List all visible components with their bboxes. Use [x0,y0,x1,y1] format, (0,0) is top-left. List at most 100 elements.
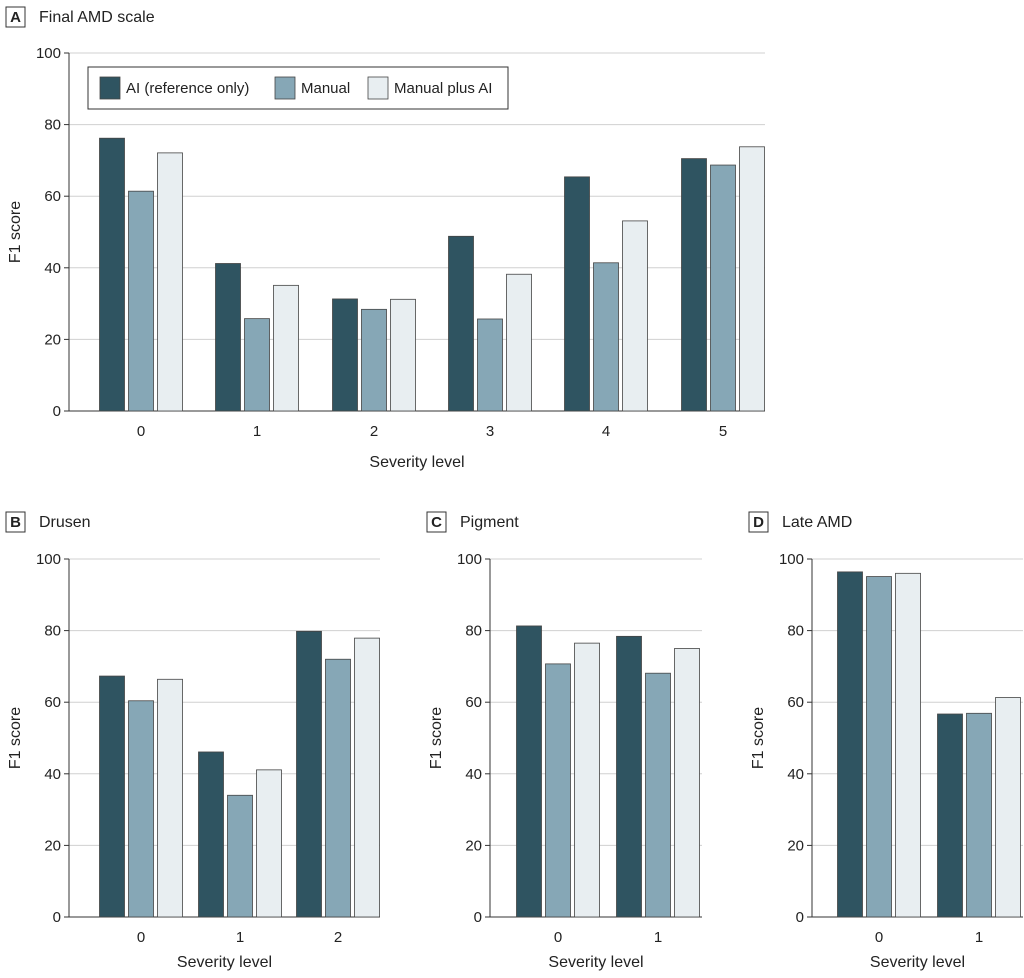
panel-label-box [748,511,769,533]
bar-a-3-s1 [477,318,503,412]
bar-b-1-s2 [256,769,282,918]
y-tick-label: 40 [44,766,61,783]
legend-label: Manual [301,80,350,97]
panel-title: Drusen [39,514,91,531]
legend-swatch [274,76,296,100]
x-tick-label: 1 [654,929,662,946]
bar-b-0-s2 [157,678,183,918]
y-tick-label: 60 [44,188,61,205]
bar-a-1-s2 [273,284,299,412]
legend: AI (reference only) Manual Manual plus AI [87,66,509,110]
x-axis-title: Severity level [369,454,464,471]
x-tick-label: 3 [486,423,494,440]
bar-b-1-s0 [198,751,224,918]
bar-c-0-s2 [574,642,600,918]
bar-d-0-s0 [837,571,863,918]
x-tick-label: 2 [334,929,342,946]
x-tick-label: 0 [554,929,562,946]
x-tick-label: 0 [875,929,883,946]
y-tick-label: 80 [787,623,804,640]
y-axis-title: F1 score [750,707,767,769]
y-tick-label: 20 [44,331,61,348]
bar-d-1-s0 [937,713,963,918]
panel-label-box [426,511,447,533]
bar-d-1-s2 [995,697,1021,918]
panel-c: C Pigment 0 20 40 60 80 100 0 1 Severity level F1 s… [426,511,702,971]
y-tick-label: 60 [465,694,482,711]
panel-letter: D [753,514,764,531]
bar-b-2-s0 [296,630,322,918]
x-tick-label: 0 [137,423,145,440]
x-tick-label: 0 [137,929,145,946]
bar-a-2-s0 [332,298,358,412]
panel-title: Pigment [460,514,519,531]
y-tick-label: 100 [36,45,61,62]
panel-b: B Drusen 0 20 40 60 80 100 0 1 2 Severity level F1 s… [5,511,380,971]
bar-d-0-s1 [866,576,892,918]
x-axis-title: Severity level [177,954,272,971]
panel-label-box [5,6,26,28]
legend-swatch [99,76,121,100]
x-tick-label: 4 [602,423,610,440]
x-tick-label: 2 [370,423,378,440]
bar-d-1-s1 [966,712,992,918]
y-tick-label: 60 [787,694,804,711]
legend-box [87,66,509,110]
x-axis-title: Severity level [870,954,965,971]
bar-b-0-s0 [99,675,125,918]
bar-a-4-s0 [564,176,590,412]
x-tick-label: 1 [236,929,244,946]
y-tick-label: 80 [465,623,482,640]
bar-a-4-s2 [622,220,648,412]
bar-a-1-s0 [215,263,241,412]
x-tick-label: 1 [253,423,261,440]
y-axis-title: F1 score [7,201,24,263]
bar-a-1-s1 [244,318,270,412]
bar-c-1-s2 [674,648,700,918]
panel-label-box [5,511,26,533]
y-tick-label: 80 [44,623,61,640]
bar-c-0-s1 [545,663,571,918]
legend-label: AI (reference only) [126,80,249,97]
panel-letter: C [431,514,442,531]
y-tick-label: 20 [787,837,804,854]
panel-letter: B [10,514,21,531]
y-tick-label: 20 [465,837,482,854]
bar-b-0-s1 [128,700,154,918]
panel-title: Final AMD scale [39,9,155,26]
y-tick-label: 80 [44,117,61,134]
bar-b-2-s1 [325,658,351,918]
y-axis-title: F1 score [7,707,24,769]
bar-a-3-s0 [448,235,474,412]
bar-c-0-s0 [516,625,542,918]
y-tick-label: 40 [44,260,61,277]
x-tick-label: 1 [975,929,983,946]
bar-a-3-s2 [506,273,532,412]
bar-a-5-s0 [681,158,707,412]
y-tick-label: 0 [53,909,61,926]
y-tick-label: 100 [457,551,482,568]
bar-c-1-s1 [645,672,671,918]
bar-d-0-s2 [895,572,921,918]
panel-title: Late AMD [782,514,852,531]
panel-letter: A [10,9,21,26]
y-tick-label: 100 [779,551,804,568]
y-tick-label: 20 [44,837,61,854]
y-tick-label: 100 [36,551,61,568]
bar-a-0-s0 [99,137,125,412]
x-tick-label: 5 [719,423,727,440]
legend-label: Manual plus AI [394,80,492,97]
bar-a-0-s2 [157,152,183,412]
x-axis-title: Severity level [548,954,643,971]
y-tick-label: 40 [787,766,804,783]
bar-c-1-s0 [616,635,642,918]
panel-d: D Late AMD 0 20 40 60 80 100 0 1 Severity level F1 … [748,511,1023,971]
bar-a-4-s1 [593,262,619,412]
bar-a-5-s2 [739,146,765,412]
y-tick-label: 0 [796,909,804,926]
panel-a: A Final AMD scale 0 20 40 60 80 100 0 1 2 3 4 5 Severi… [5,6,765,471]
y-tick-label: 0 [53,403,61,420]
y-axis-title: F1 score [428,707,445,769]
y-tick-label: 40 [465,766,482,783]
